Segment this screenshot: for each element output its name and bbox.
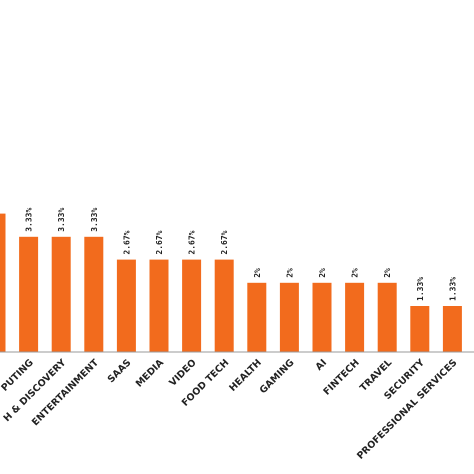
bar-2 (51, 236, 71, 352)
data-label-3: 3.33% (90, 208, 99, 232)
bars-group (0, 213, 462, 352)
data-labels-group: 3.33% 3.33% 3.33% 2.67% 2.67% 2.67% 2.67% 2% 2% 2… (25, 208, 458, 301)
data-label-6: 2.67% (188, 230, 197, 254)
bar-8 (247, 282, 267, 352)
bar-1 (19, 236, 39, 352)
category-label-6: VIDEO (167, 357, 198, 388)
data-label-5: 2.67% (155, 230, 164, 254)
category-label-11: FINTECH (322, 357, 362, 397)
bar-5 (149, 259, 169, 352)
bar-14 (442, 306, 462, 352)
data-label-11: 2% (351, 268, 360, 278)
bar-4 (116, 259, 136, 352)
bar-11 (345, 282, 365, 352)
bar-6 (182, 259, 202, 352)
data-label-1: 3.33% (25, 208, 34, 232)
bar-3 (84, 236, 104, 352)
data-label-14: 1.33% (448, 277, 457, 301)
data-label-10: 2% (318, 268, 327, 278)
bar-13 (410, 306, 430, 352)
category-label-9: GAMING (258, 357, 297, 396)
data-label-7: 2.67% (220, 230, 229, 254)
data-label-2: 3.33% (57, 208, 66, 232)
bar-10 (312, 282, 332, 352)
category-label-4: SAAS (106, 357, 134, 385)
bar-12 (377, 282, 397, 352)
bar-7 (214, 259, 234, 352)
data-label-9: 2% (285, 268, 294, 278)
data-label-4: 2.67% (122, 230, 131, 254)
category-label-2: H & DISCOVERY (2, 357, 69, 424)
category-label-5: MEDIA (134, 357, 167, 390)
category-label-10: AI (314, 357, 329, 372)
data-label-12: 2% (383, 268, 392, 278)
bar-9 (279, 282, 299, 352)
data-label-8: 2% (253, 268, 262, 278)
bar-0 (0, 213, 6, 352)
data-label-13: 1.33% (416, 277, 425, 301)
